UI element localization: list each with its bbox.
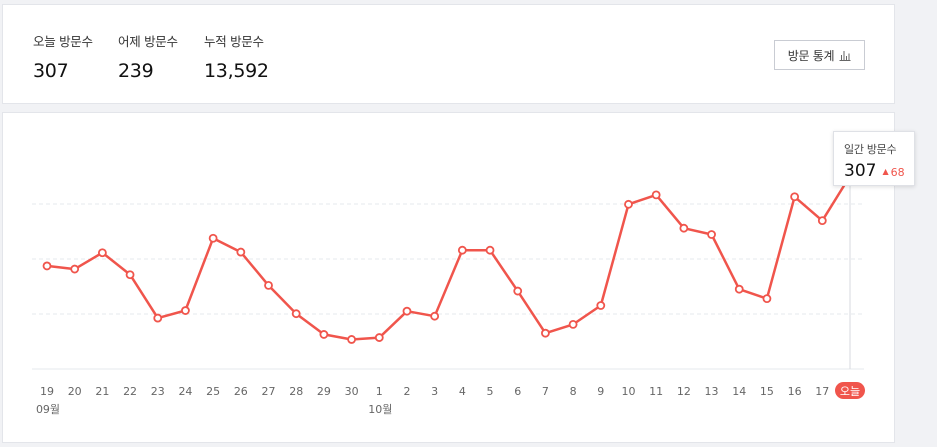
x-tick-label: 1 bbox=[376, 385, 383, 398]
visitor-summary-card: 오늘 방문수 307 어제 방문수 239 누적 방문수 13,592 방문 통… bbox=[2, 4, 895, 104]
data-point[interactable] bbox=[817, 216, 827, 226]
data-point[interactable] bbox=[430, 311, 440, 321]
x-tick-label: 5 bbox=[487, 385, 494, 398]
x-tick-label: 21 bbox=[95, 385, 109, 398]
data-point[interactable] bbox=[208, 233, 218, 243]
data-point[interactable] bbox=[679, 223, 689, 233]
data-point[interactable] bbox=[236, 247, 246, 257]
x-tick-label: 23 bbox=[151, 385, 165, 398]
month-label: 10월 bbox=[368, 403, 392, 416]
daily-visits-chart-card: 19 20 21 22 23 24 25 26 27 28 29 30 1 2 3 4 5 6 7 8 9 10 11 12 1… bbox=[2, 112, 895, 443]
data-point[interactable] bbox=[402, 306, 412, 316]
today-visits-value: 307 bbox=[33, 60, 69, 82]
today-visits-label: 오늘 방문수 bbox=[33, 34, 93, 49]
x-tick-label: 25 bbox=[206, 385, 220, 398]
x-tick-label: 24 bbox=[178, 385, 192, 398]
data-point[interactable] bbox=[485, 245, 495, 255]
x-tick-label: 2 bbox=[403, 385, 410, 398]
x-tick-label: 29 bbox=[317, 385, 331, 398]
tooltip-value: 307 bbox=[844, 161, 877, 181]
x-tick-label: 19 bbox=[40, 385, 54, 398]
yesterday-visits-label: 어제 방문수 bbox=[118, 34, 178, 49]
x-tick-label: 8 bbox=[570, 385, 577, 398]
x-tick-label: 7 bbox=[542, 385, 549, 398]
x-tick-label: 13 bbox=[705, 385, 719, 398]
data-point[interactable] bbox=[734, 284, 744, 294]
visit-stats-button-label: 방문 통계 bbox=[787, 48, 835, 63]
stat-total: 누적 방문수 13,592 bbox=[204, 31, 269, 82]
bar-chart-icon bbox=[839, 50, 851, 61]
month-label: 09월 bbox=[36, 403, 60, 416]
x-tick-label: 17 bbox=[815, 385, 829, 398]
triangle-up-icon: ▲ bbox=[882, 167, 889, 176]
data-point[interactable] bbox=[125, 270, 135, 280]
x-tick-label: 12 bbox=[677, 385, 691, 398]
x-tick-label: 6 bbox=[514, 385, 521, 398]
x-tick-label: 16 bbox=[788, 385, 802, 398]
x-tick-label: 11 bbox=[649, 385, 663, 398]
x-tick-label: 26 bbox=[234, 385, 248, 398]
data-point[interactable] bbox=[624, 199, 633, 209]
data-point[interactable] bbox=[457, 245, 467, 255]
yesterday-visits-value: 239 bbox=[118, 60, 154, 82]
tooltip-label: 일간 방문수 bbox=[844, 143, 897, 156]
data-point[interactable] bbox=[153, 313, 163, 323]
x-tick-label: 20 bbox=[68, 385, 82, 398]
data-point[interactable] bbox=[97, 248, 107, 258]
data-point[interactable] bbox=[374, 333, 384, 342]
stat-today: 오늘 방문수 307 bbox=[33, 31, 93, 82]
data-point[interactable] bbox=[264, 280, 273, 290]
x-tick-label: 9 bbox=[597, 385, 604, 398]
x-tick-label: 27 bbox=[262, 385, 276, 398]
x-tick-label: 30 bbox=[345, 385, 359, 398]
data-point[interactable] bbox=[513, 286, 523, 296]
total-visits-value: 13,592 bbox=[204, 60, 269, 82]
data-point[interactable] bbox=[596, 301, 606, 310]
x-tick-label: 28 bbox=[289, 385, 303, 398]
data-point[interactable] bbox=[762, 294, 772, 304]
data-point[interactable] bbox=[70, 264, 80, 274]
x-tick-label-today: 오늘 bbox=[840, 385, 860, 398]
data-point[interactable] bbox=[42, 261, 52, 271]
x-tick-label: 3 bbox=[431, 385, 438, 398]
tooltip-delta: ▲ 68 bbox=[882, 166, 904, 179]
visit-stats-button[interactable]: 방문 통계 bbox=[774, 40, 865, 70]
x-tick-label: 4 bbox=[459, 385, 466, 398]
data-point[interactable] bbox=[790, 192, 800, 202]
data-point[interactable] bbox=[568, 319, 578, 329]
data-point[interactable] bbox=[181, 306, 190, 315]
daily-visits-tooltip: 일간 방문수 307 ▲ 68 bbox=[833, 131, 915, 186]
tooltip-delta-value: 68 bbox=[890, 166, 905, 179]
x-tick-label: 10 bbox=[621, 385, 635, 398]
data-point[interactable] bbox=[291, 309, 301, 319]
today-badge bbox=[835, 382, 865, 399]
data-point[interactable] bbox=[541, 328, 550, 338]
data-point[interactable] bbox=[347, 335, 356, 344]
data-point[interactable] bbox=[319, 330, 329, 339]
data-point[interactable] bbox=[707, 230, 716, 239]
stat-yesterday: 어제 방문수 239 bbox=[118, 31, 178, 82]
total-visits-label: 누적 방문수 bbox=[204, 34, 264, 49]
daily-visits-line-chart: 19 20 21 22 23 24 25 26 27 28 29 30 1 2 3 4 5 6 7 8 9 10 11 12 1… bbox=[32, 170, 865, 416]
x-tick-label: 15 bbox=[760, 385, 774, 398]
data-point[interactable] bbox=[651, 190, 661, 200]
x-tick-label: 14 bbox=[732, 385, 746, 398]
series-line bbox=[46, 175, 852, 341]
x-tick-label: 22 bbox=[123, 385, 137, 398]
